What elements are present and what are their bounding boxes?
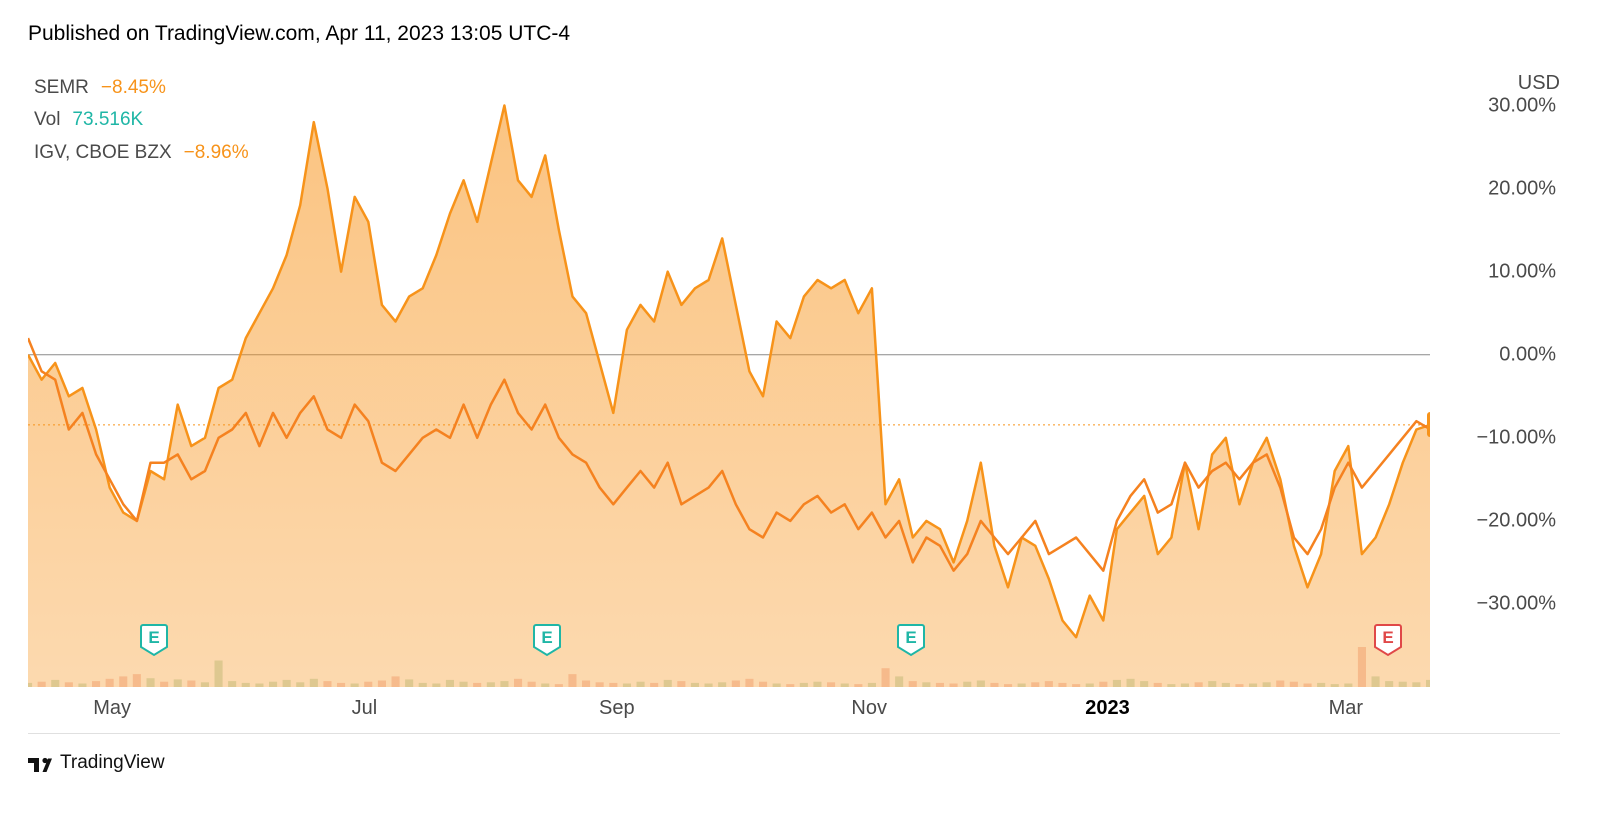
y-tick: 30.00% [1430, 94, 1560, 117]
y-tick: 10.00% [1430, 260, 1560, 283]
event-badge[interactable]: E [896, 623, 926, 657]
x-tick: May [93, 697, 131, 720]
y-tick: −30.00% [1430, 592, 1560, 615]
legend-vol-label: Vol [34, 104, 60, 136]
published-prefix: Published on [28, 22, 155, 45]
y-tick: 0.00% [1430, 343, 1560, 366]
brand-text: TradingView [60, 752, 165, 774]
currency-label: USD [1518, 72, 1560, 95]
event-badge[interactable]: E [139, 623, 169, 657]
x-tick: Mar [1329, 697, 1363, 720]
x-axis: May Jul Sep Nov 2023 Mar [28, 687, 1430, 733]
legend-ticker-igv: IGV, CBOE BZX [34, 137, 172, 169]
legend-vol-value: 73.516K [72, 104, 143, 136]
tradingview-logo-icon [28, 754, 52, 772]
chart-container[interactable]: SEMR −8.45% Vol 73.516K IGV, CBOE BZX −8… [28, 64, 1560, 734]
legend-change-semr: −8.45% [101, 72, 166, 104]
published-datetime: , Apr 11, 2023 13:05 UTC-4 [315, 22, 570, 45]
event-badge[interactable]: E [532, 623, 562, 657]
x-tick: 2023 [1085, 697, 1130, 720]
svg-text:E: E [1382, 628, 1393, 647]
published-site: TradingView.com [155, 22, 315, 45]
publication-line: Published on TradingView.com, Apr 11, 20… [28, 22, 1560, 46]
y-tick: 20.00% [1430, 177, 1560, 200]
legend-ticker-semr: SEMR [34, 72, 89, 104]
legend-change-igv: −8.96% [184, 137, 249, 169]
svg-text:E: E [149, 628, 160, 647]
event-badge[interactable]: E [1373, 623, 1403, 657]
x-tick: Jul [352, 697, 378, 720]
x-tick: Nov [851, 697, 887, 720]
x-tick: Sep [599, 697, 635, 720]
svg-text:E: E [906, 628, 917, 647]
svg-text:E: E [541, 628, 552, 647]
legend: SEMR −8.45% Vol 73.516K IGV, CBOE BZX −8… [34, 72, 249, 169]
y-tick: −10.00% [1430, 426, 1560, 449]
y-tick: −20.00% [1430, 509, 1560, 532]
y-axis: 30.00% 20.00% 10.00% 0.00% −10.00% −20.00% −30… [1430, 64, 1560, 687]
tradingview-brand: TradingView [28, 752, 1560, 774]
